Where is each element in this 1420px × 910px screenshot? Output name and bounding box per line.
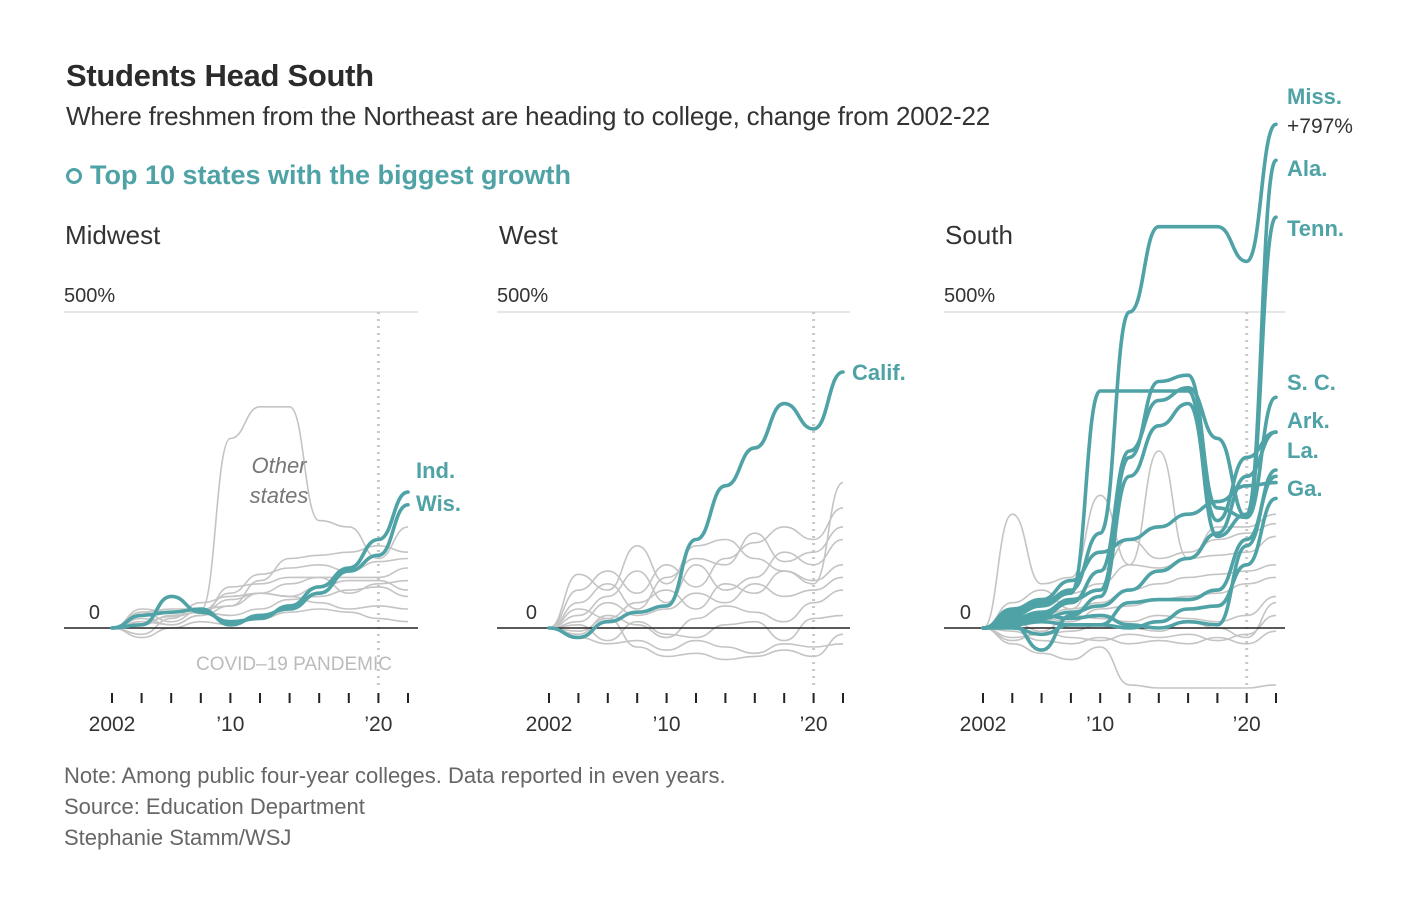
other-state-line (982, 627, 1277, 689)
highlight-line-ind (110, 490, 410, 630)
y-tick-label-500: 500% (497, 285, 548, 307)
other-state-line (111, 405, 409, 629)
highlight-line-miss (981, 122, 1278, 630)
x-tick-label: ’20 (800, 713, 828, 736)
footer-source: Source: Education Department (64, 794, 365, 819)
chart-title: Students Head South (66, 58, 374, 93)
highlight-line-wis (110, 503, 410, 630)
other-state-line (548, 526, 844, 629)
legend: Top 10 states with the biggest growth (66, 160, 571, 191)
x-tick-label: ’20 (364, 713, 392, 736)
covid-pandemic-label: COVID–19 PANDEMIC (196, 654, 392, 675)
highlight-line-ala (981, 158, 1278, 630)
series-label-sc: S. C. (1287, 370, 1336, 395)
x-tick-label: ’10 (653, 713, 681, 736)
y-tick-label-500: 500% (64, 285, 115, 307)
series-label-ala: Ala. (1287, 156, 1327, 181)
series-label-ind: Ind. (416, 458, 455, 483)
highlight-line-calif (547, 370, 845, 640)
x-tick-label: 2002 (960, 713, 1007, 736)
other-state-line (548, 564, 844, 629)
footer: Note: Among public four-year colleges. D… (64, 760, 726, 853)
x-tick-label: 2002 (526, 713, 573, 736)
footer-note: Note: Among public four-year colleges. D… (64, 763, 726, 788)
x-tick-label: 2002 (89, 713, 136, 736)
highlight-line-unlabeled (981, 496, 1278, 637)
panel-south: South 0 500% Miss. +797% Ala. Tenn. S. C. Ark. La… (944, 84, 1353, 736)
series-label-calif: Calif. (852, 360, 906, 385)
y-tick-label-0: 0 (89, 602, 100, 624)
series-value-label: +797% (1287, 115, 1353, 138)
other-state-line (548, 589, 844, 639)
series-label-wis: Wis. (416, 491, 461, 516)
x-tick-label: ’10 (1086, 713, 1114, 736)
series-label-ark: Ark. (1287, 408, 1330, 433)
x-tick-label: ’10 (216, 713, 244, 736)
highlight-line-ga (981, 480, 1278, 630)
series-label-tenn: Tenn. (1287, 216, 1344, 241)
other-state-line (111, 544, 409, 629)
highlight-line-la (981, 430, 1278, 630)
y-tick-label-500: 500% (944, 285, 995, 307)
other-state-line (548, 481, 844, 629)
other-state-line (548, 617, 844, 661)
other-state-line (982, 450, 1277, 629)
other-state-line (982, 595, 1277, 633)
other-state-line (982, 627, 1277, 645)
legend-circle-icon (66, 167, 82, 184)
highlight-line-ark (981, 401, 1278, 652)
other-state-line (548, 627, 844, 655)
other-state-line (548, 538, 844, 629)
highlight-line-unlabeled (981, 474, 1278, 630)
panel-title: West (499, 220, 559, 250)
series-label-ga: Ga. (1287, 476, 1322, 501)
y-tick-label-0: 0 (960, 602, 971, 624)
other-states-annotation: states (250, 483, 309, 508)
panel-title: South (945, 220, 1013, 250)
other-state-line (548, 507, 844, 629)
other-state-line (548, 576, 844, 629)
other-state-line (111, 586, 409, 629)
chart-subtitle: Where freshmen from the Northeast are he… (66, 101, 991, 131)
other-state-line (548, 614, 844, 642)
panel-west: West 0 500% Calif. 2002 ’10 ’20 (497, 220, 906, 736)
panel-title: Midwest (65, 220, 161, 250)
x-tick-label: ’20 (1233, 713, 1261, 736)
footer-credit: Stephanie Stamm/WSJ (64, 825, 292, 850)
series-label-miss: Miss. (1287, 84, 1342, 109)
other-state-line (111, 592, 409, 629)
legend-label: Top 10 states with the biggest growth (90, 160, 572, 190)
y-tick-label-0: 0 (526, 602, 537, 624)
other-states-annotation: Other (251, 453, 308, 478)
other-state-line (111, 576, 409, 636)
series-label-la: La. (1287, 438, 1319, 463)
panel-midwest: Midwest 0 500% Ind. Wis. 2002 ’10 ’20 Other state… (64, 220, 461, 736)
